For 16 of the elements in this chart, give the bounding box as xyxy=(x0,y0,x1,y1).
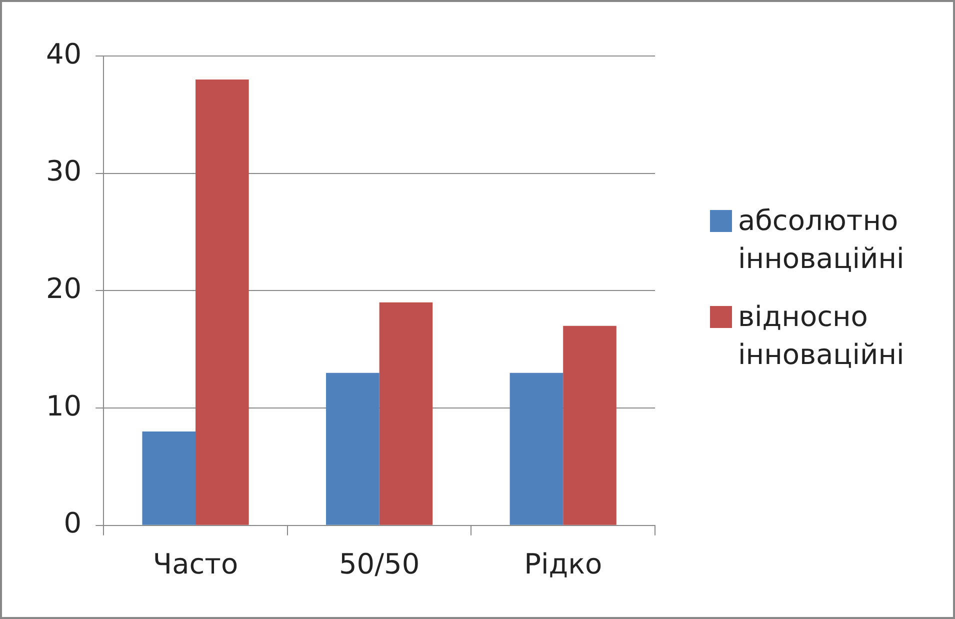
bar xyxy=(196,79,249,525)
x-tick-label: Рідко xyxy=(524,547,602,580)
bar xyxy=(510,372,564,525)
bar xyxy=(142,432,196,525)
legend-label: абсолютно інноваційні xyxy=(738,203,906,277)
y-tick-label: 30 xyxy=(46,154,82,188)
y-tick-label: 10 xyxy=(46,389,82,422)
bar xyxy=(326,372,380,525)
legend-label: відносно інноваційні xyxy=(738,299,906,373)
bar xyxy=(379,302,433,525)
bar xyxy=(563,326,616,525)
y-tick-label: 0 xyxy=(64,506,82,540)
x-tick-label: 50/50 xyxy=(338,547,420,580)
y-tick-label: 20 xyxy=(46,272,82,305)
x-tick-label: Часто xyxy=(152,547,238,580)
y-tick-label: 40 xyxy=(46,37,82,70)
